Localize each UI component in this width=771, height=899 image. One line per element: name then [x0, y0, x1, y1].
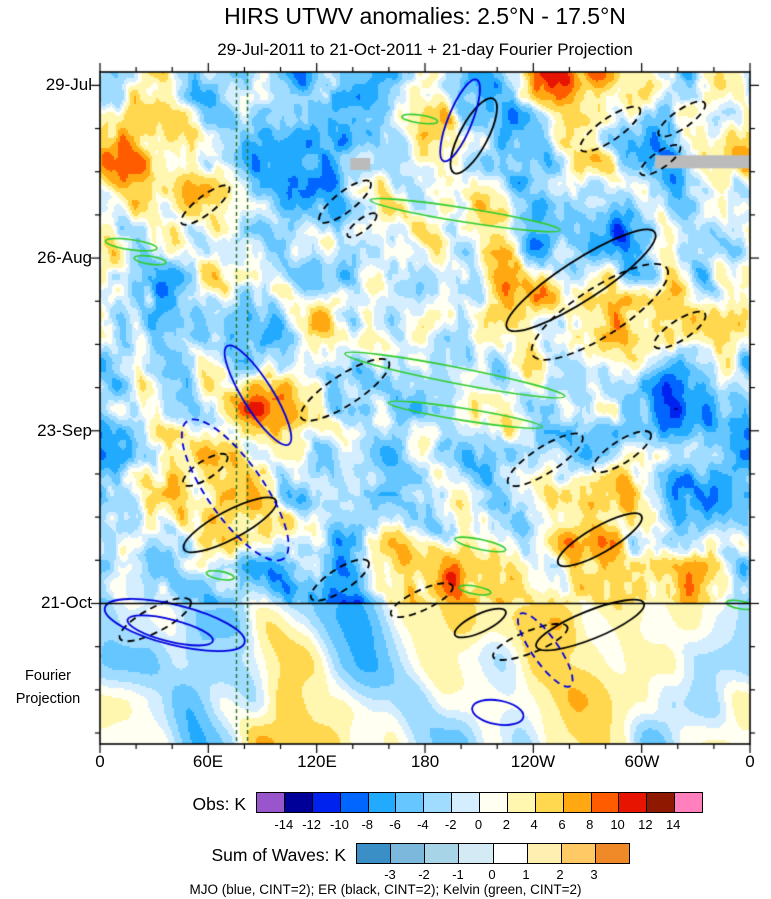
colorbar-tick-label: 4: [530, 817, 538, 832]
y-tick-label-23sep: 23-Sep: [37, 421, 92, 440]
chart-title: HIRS UTWV anomalies: 2.5°N - 17.5°N: [224, 3, 626, 29]
x-tick-label-0a: 0: [95, 752, 105, 771]
colorbar-tick-label: -4: [417, 817, 429, 832]
x-tick-label-120e: 120E: [297, 752, 337, 771]
hovmoller-field-canvas: [88, 60, 762, 756]
x-tick-label-60w: 60W: [624, 752, 660, 771]
colorbar-tick-label: -3: [384, 867, 396, 882]
y-tick-label-29jul: 29-Jul: [45, 75, 92, 94]
colorbar-cell: [423, 793, 452, 812]
colorbar-tick-label: -12: [302, 817, 322, 832]
colorbar-cell: [458, 844, 493, 863]
colorbar-tick-label: -14: [274, 817, 294, 832]
colorbar-tick-label: -10: [330, 817, 349, 832]
colorbar-cell: [618, 793, 647, 812]
colorbar-cell: [646, 793, 675, 812]
colorbar-tick-label: 6: [558, 817, 566, 832]
colorbar-cell: [339, 793, 368, 812]
colorbar-cell: [590, 793, 619, 812]
y-tick-label-21oct: 21-Oct: [40, 593, 92, 612]
colorbar-cell: [479, 793, 507, 812]
waves-colorbar: [356, 843, 630, 864]
colorbar-cell: [424, 844, 459, 863]
colorbar-tick-label: 14: [665, 817, 681, 832]
colorbar-tick-label: 3: [590, 867, 598, 882]
colorbar-tick-label: -1: [452, 867, 464, 882]
plot-area: [88, 60, 762, 756]
waves-colorbar-label: Sum of Waves: K: [211, 845, 346, 865]
x-tick-label-0b: 0: [745, 752, 755, 771]
colorbar-tick-label: 12: [638, 817, 653, 832]
obs-colorbar: [256, 792, 703, 813]
colorbar-cell: [357, 844, 391, 863]
obs-colorbar-label: Obs: K: [192, 794, 247, 814]
colorbar-tick-label: 2: [502, 817, 510, 832]
colorbar-tick-label: 0: [474, 817, 483, 832]
colorbar-cell: [395, 793, 424, 812]
colorbar-cell: [674, 793, 702, 812]
colorbar-tick-label: -2: [444, 817, 457, 832]
x-tick-label-60e: 60E: [192, 752, 224, 771]
waves-colorbar-tick-labels: -3 -2 -1 0 1 2 3: [356, 867, 630, 883]
colorbar-tick-label: -6: [389, 817, 401, 832]
colorbar-cell: [257, 793, 284, 812]
colorbar-tick-label: 2: [556, 867, 564, 882]
colorbar-tick-label: 10: [610, 817, 625, 832]
colorbar-cell: [560, 844, 595, 863]
chart-subtitle: 29-Jul-2011 to 21-Oct-2011 + 21-day Four…: [217, 40, 633, 59]
fourier-projection-label-line2: Projection: [15, 691, 81, 707]
x-tick-label-180: 180: [410, 752, 440, 771]
colorbar-tick-label: 1: [522, 867, 530, 882]
colorbar-cell: [594, 844, 629, 863]
colorbar-cell: [367, 793, 396, 812]
colorbar-cell: [562, 793, 591, 812]
obs-colorbar-tick-labels: -14 -12 -10 -8 -6 -4 -2 0 2 4 6 8 10 12 14: [256, 817, 703, 833]
colorbar-tick-label: 0: [488, 867, 496, 882]
colorbar-cell: [451, 793, 479, 812]
colorbar-cell: [311, 793, 340, 812]
colorbar-cell: [492, 844, 527, 863]
colorbar-tick-label: -2: [418, 867, 430, 882]
colorbar-cell: [526, 844, 561, 863]
y-tick-label-26aug: 26-Aug: [37, 248, 92, 267]
x-tick-label-120w: 120W: [510, 752, 556, 771]
colorbar-tick-label: -8: [361, 817, 374, 832]
colorbar-cell: [506, 793, 535, 812]
contour-legend-caption: MJO (blue, CINT=2); ER (black, CINT=2); …: [189, 882, 582, 897]
colorbar-tick-label: 8: [586, 817, 594, 832]
fourier-projection-label-line1: Fourier: [25, 668, 71, 684]
colorbar-cell: [283, 793, 312, 812]
colorbar-cell: [534, 793, 563, 812]
colorbar-cell: [390, 844, 425, 863]
